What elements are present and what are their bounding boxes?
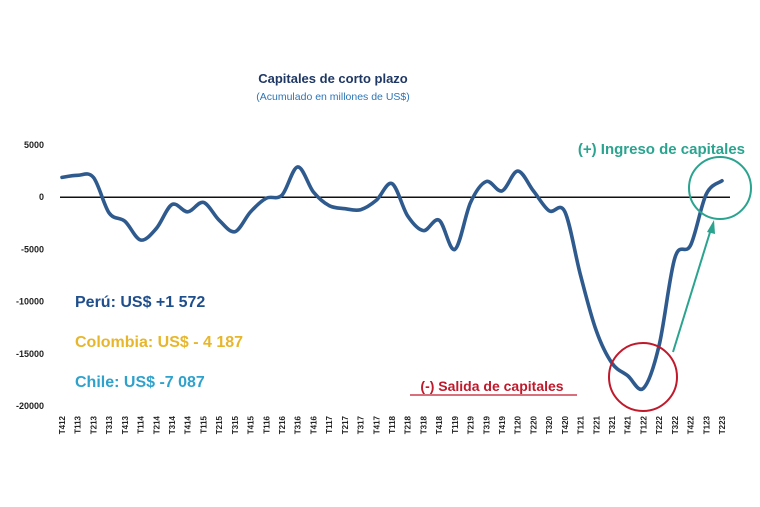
stat-peru: Perú: US$ +1 572 xyxy=(75,294,205,311)
x-tick-label: T119 xyxy=(451,415,460,433)
x-axis: T412 T113 T213 T313 T413 T114 T214 T314 T414 T115… xyxy=(58,415,727,434)
x-tick-label: T422 xyxy=(687,415,696,434)
y-tick-label: -10000 xyxy=(16,297,44,307)
x-tick-label: T117 xyxy=(325,415,334,433)
x-tick-label: T116 xyxy=(262,415,271,433)
annotation-outflow: (-) Salida de capitales xyxy=(420,378,563,394)
y-tick-label: -15000 xyxy=(16,349,44,359)
x-tick-label: T122 xyxy=(639,415,648,434)
x-tick-label: T115 xyxy=(199,415,208,433)
x-tick-label: T118 xyxy=(388,415,397,433)
x-tick-label: T216 xyxy=(278,415,287,434)
x-tick-label: T123 xyxy=(702,415,711,434)
x-tick-label: T322 xyxy=(671,415,680,434)
inflow-arrow xyxy=(672,228,712,353)
x-tick-label: T121 xyxy=(577,415,586,434)
x-tick-label: T316 xyxy=(294,415,303,434)
x-tick-label: T421 xyxy=(624,415,633,434)
x-tick-label: T213 xyxy=(89,415,98,434)
x-tick-label: T420 xyxy=(561,415,570,434)
x-tick-label: T220 xyxy=(529,415,538,434)
x-tick-label: T315 xyxy=(231,415,240,434)
inflow-circle xyxy=(688,156,752,220)
x-tick-label: T120 xyxy=(514,415,523,434)
outflow-circle xyxy=(608,342,678,412)
annotation-inflow: (+) Ingreso de capitales xyxy=(578,141,745,158)
x-tick-label: T219 xyxy=(467,415,476,434)
y-axis: 5000 0 -5000 -10000 -15000 -20000 xyxy=(16,140,44,411)
x-tick-label: T412 xyxy=(58,415,67,434)
x-tick-label: T223 xyxy=(718,415,727,434)
inflow-arrow-head xyxy=(707,220,715,234)
x-tick-label: T214 xyxy=(152,415,161,434)
x-tick-label: T416 xyxy=(309,415,318,434)
x-tick-label: T417 xyxy=(372,415,381,434)
x-tick-label: T221 xyxy=(592,415,601,434)
x-tick-label: T413 xyxy=(121,415,130,434)
x-tick-label: T217 xyxy=(341,415,350,434)
x-tick-label: T114 xyxy=(137,415,146,433)
chart-title: Capitales de corto plazo xyxy=(258,71,408,86)
y-tick-label: 5000 xyxy=(24,140,44,150)
x-tick-label: T314 xyxy=(168,415,177,434)
x-tick-label: T418 xyxy=(435,415,444,434)
x-tick-label: T218 xyxy=(404,415,413,434)
x-tick-label: T321 xyxy=(608,415,617,434)
x-tick-label: T222 xyxy=(655,415,664,434)
series-line xyxy=(60,165,724,392)
stat-chile: Chile: US$ -7 087 xyxy=(75,374,205,391)
stat-colombia: Colombia: US$ - 4 187 xyxy=(75,334,243,351)
y-tick-label: -20000 xyxy=(16,401,44,411)
x-tick-label: T320 xyxy=(545,415,554,434)
x-tick-label: T319 xyxy=(482,415,491,434)
x-tick-label: T419 xyxy=(498,415,507,434)
x-tick-label: T317 xyxy=(357,415,366,434)
chart-subtitle: (Acumulado en millones de US$) xyxy=(256,91,410,103)
x-tick-label: T414 xyxy=(184,415,193,434)
y-tick-label: 0 xyxy=(39,192,44,202)
x-tick-label: T113 xyxy=(74,415,83,433)
x-tick-label: T318 xyxy=(419,415,428,434)
x-tick-label: T215 xyxy=(215,415,224,434)
y-tick-label: -5000 xyxy=(21,244,44,254)
x-tick-label: T313 xyxy=(105,415,114,434)
x-tick-label: T415 xyxy=(247,415,256,434)
